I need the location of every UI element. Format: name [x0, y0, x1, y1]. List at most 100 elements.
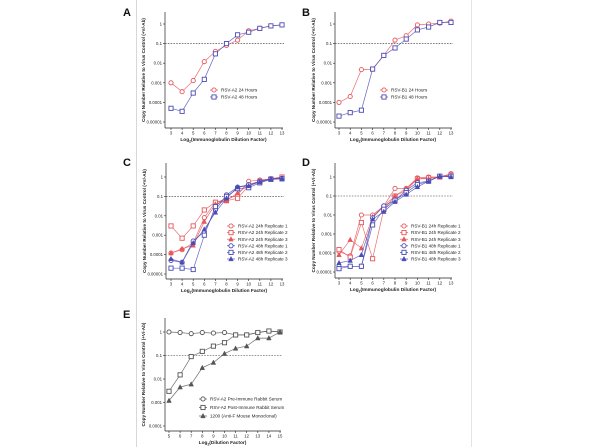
x-tick-label: 7 [214, 282, 217, 287]
data-point [403, 36, 409, 42]
data-point [246, 29, 252, 35]
data-point [257, 178, 263, 185]
x-tick-label: 12 [269, 282, 274, 287]
x-tick-label: 6 [371, 281, 374, 286]
x-axis-label: Log2(Immunoglobulin Dilution Factor) [350, 287, 437, 294]
x-tick-label: 12 [269, 131, 274, 136]
data-point [277, 328, 283, 335]
data-point [212, 209, 219, 215]
y-tick-label: 0.0001 [319, 100, 333, 105]
y-tick-label: 1 [160, 330, 163, 335]
legend-marker [228, 255, 234, 262]
x-tick-label: 13 [280, 131, 285, 136]
data-point [221, 340, 228, 346]
data-point [179, 265, 185, 271]
legend-item: RSV-B1 24h Replicate 1 [400, 223, 461, 229]
y-tick-label: 0.001 [152, 233, 163, 238]
y-axis-label: Copy Number Relative to Virus Control (+… [142, 169, 147, 273]
data-point [168, 255, 174, 262]
legend-marker [228, 249, 234, 255]
data-point [358, 107, 364, 113]
data-point [199, 348, 205, 354]
data-point [336, 251, 342, 257]
legend-item: RSV-B1 48 Hours [380, 94, 428, 100]
figure-frame [136, 0, 472, 447]
legend-label: RSV-B1 24h Replicate 2 [411, 230, 461, 235]
panel-label: E [123, 309, 130, 321]
y-tick-label: 1 [330, 175, 333, 180]
y-axis-label: Copy Number Relative to Virus Control (+… [141, 322, 146, 426]
x-tick-label: 10 [222, 434, 227, 439]
x-axis-label-subscript: 2 [190, 291, 192, 295]
x-tick-label: 6 [371, 131, 374, 136]
y-tick-label: 0.1 [157, 194, 164, 199]
x-tick-label: 8 [394, 281, 397, 286]
x-tick-label: 11 [258, 131, 263, 136]
legend-label: RSV-A2 24h Replicate 2 [238, 230, 288, 235]
series-line [338, 22, 451, 117]
data-point [212, 51, 218, 57]
data-point [190, 78, 196, 84]
legend-label: RSV-A2 48h Replicate 2 [238, 250, 288, 255]
legend-item: RSV-B1 24 Hours [380, 87, 428, 93]
x-tick-label: 3 [338, 131, 341, 136]
data-point [210, 330, 216, 336]
data-point [437, 173, 443, 179]
legend-label: 1200 (Anti-F Mouse Monoclonal) [210, 414, 277, 419]
data-point [336, 99, 342, 105]
panel-a: A 1 0.1 0.01 0.001 0.0001 0.00001 3 4 5 6 7 8 9 10 11 12… [123, 7, 285, 144]
x-axis-label-subscript: 2 [207, 443, 209, 447]
data-point [201, 226, 208, 232]
x-axis-label-subscript: 2 [359, 140, 361, 144]
legend-marker [200, 396, 206, 402]
y-tick-label: 0.0001 [149, 100, 163, 105]
data-point [179, 108, 185, 114]
x-axis-label-text: Log [199, 440, 208, 446]
data-point [179, 89, 185, 95]
legend-item: RSV-A2 48 Hours [210, 94, 258, 100]
x-tick-label: 4 [181, 131, 184, 136]
data-point [221, 329, 228, 336]
data-point [381, 52, 387, 58]
data-point [347, 263, 353, 269]
y-tick-label: 0.0001 [319, 251, 333, 256]
series-line [170, 177, 283, 254]
x-tick-label: 12 [244, 434, 249, 439]
data-point [234, 189, 241, 196]
y-tick-label: 1 [161, 175, 164, 180]
legend-marker [228, 243, 234, 249]
x-tick-label: 11 [426, 281, 431, 286]
data-point [243, 343, 250, 349]
x-axis-label-text: (Immunoglobulin Dilution Factor) [360, 287, 436, 293]
y-tick-label: 0.00001 [316, 270, 332, 275]
data-point [392, 185, 398, 191]
x-axis-label-text: Log [181, 288, 190, 294]
data-point [168, 105, 174, 111]
x-tick-label: 11 [233, 434, 238, 439]
data-point [257, 25, 263, 31]
data-point [358, 67, 364, 73]
data-point [212, 203, 218, 210]
legend-label: RSV-A2 48h Replicate 1 [238, 243, 288, 248]
x-tick-label: 8 [394, 131, 397, 136]
x-axis-label: Log2(Immunoglobulin Dilution Factor) [180, 137, 267, 144]
series-line [168, 330, 281, 392]
x-tick-label: 12 [437, 131, 442, 136]
legend-item: RSV-A2 48h Replicate 3 [227, 255, 288, 262]
data-point [255, 335, 261, 341]
data-point [245, 182, 252, 188]
data-point [201, 232, 207, 238]
data-point [177, 384, 183, 390]
y-tick-label: 0.0001 [149, 424, 163, 429]
data-point [403, 191, 409, 197]
data-point [190, 90, 196, 96]
legend-label: RSV-A2 Post-Immune Rabbit Serum [210, 405, 284, 410]
y-tick-label: 0.001 [321, 80, 332, 85]
legend-item: RSV-A2 24 Hours [210, 87, 258, 93]
legend-item: RSV-A2 24h Replicate 1 [227, 223, 288, 229]
x-tick-label: 11 [426, 131, 431, 136]
y-tick-label: 0.001 [151, 400, 162, 405]
data-point [166, 388, 172, 394]
y-tick-label: 0.001 [321, 232, 332, 237]
